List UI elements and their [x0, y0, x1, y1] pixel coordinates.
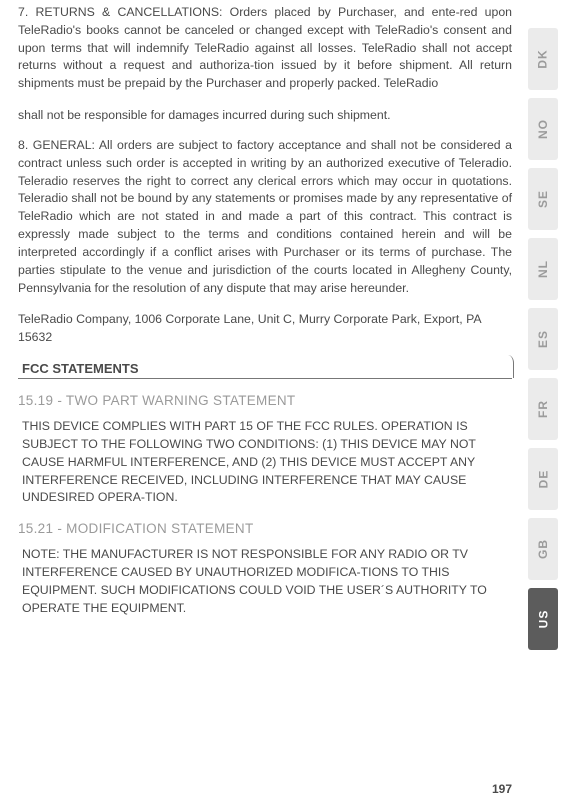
- tab-label: DK: [536, 49, 550, 68]
- tab-label: US: [536, 610, 550, 629]
- tab-label: NO: [536, 119, 550, 139]
- tab-label: NL: [536, 260, 550, 278]
- section-title-fcc: FCC STATEMENTS: [18, 359, 512, 379]
- tab-label: ES: [536, 330, 550, 348]
- paragraph-address: TeleRadio Company, 1006 Corporate Lane, …: [18, 311, 512, 347]
- tab-label: FR: [536, 400, 550, 418]
- paragraph-general: 8. GENERAL: All orders are subject to fa…: [18, 137, 512, 297]
- paragraph-returns: 7. RETURNS & CANCELLATIONS: Orders place…: [18, 4, 512, 93]
- language-tabs: DK NO SE NL ES FR DE GB US: [528, 28, 558, 650]
- tab-label: SE: [536, 190, 550, 208]
- subheading-modification: 15.21 - MODIFICATION STATEMENT: [18, 521, 512, 536]
- statement-warning: THIS DEVICE COMPLIES WITH PART 15 OF THE…: [18, 418, 512, 507]
- tab-label: DE: [536, 470, 550, 489]
- tab-nl[interactable]: NL: [528, 238, 558, 300]
- document-page: 7. RETURNS & CANCELLATIONS: Orders place…: [0, 0, 568, 804]
- tab-dk[interactable]: DK: [528, 28, 558, 90]
- tab-us[interactable]: US: [528, 588, 558, 650]
- tab-de[interactable]: DE: [528, 448, 558, 510]
- statement-modification: NOTE: THE MANUFACTURER IS NOT RESPONSIBL…: [18, 546, 512, 617]
- tab-se[interactable]: SE: [528, 168, 558, 230]
- paragraph-shipment-note: shall not be responsible for damages inc…: [18, 107, 512, 125]
- tab-gb[interactable]: GB: [528, 518, 558, 580]
- tab-fr[interactable]: FR: [528, 378, 558, 440]
- page-number: 197: [492, 782, 512, 796]
- tab-no[interactable]: NO: [528, 98, 558, 160]
- subheading-warning: 15.19 - TWO PART WARNING STATEMENT: [18, 393, 512, 408]
- tab-label: GB: [536, 539, 550, 559]
- tab-es[interactable]: ES: [528, 308, 558, 370]
